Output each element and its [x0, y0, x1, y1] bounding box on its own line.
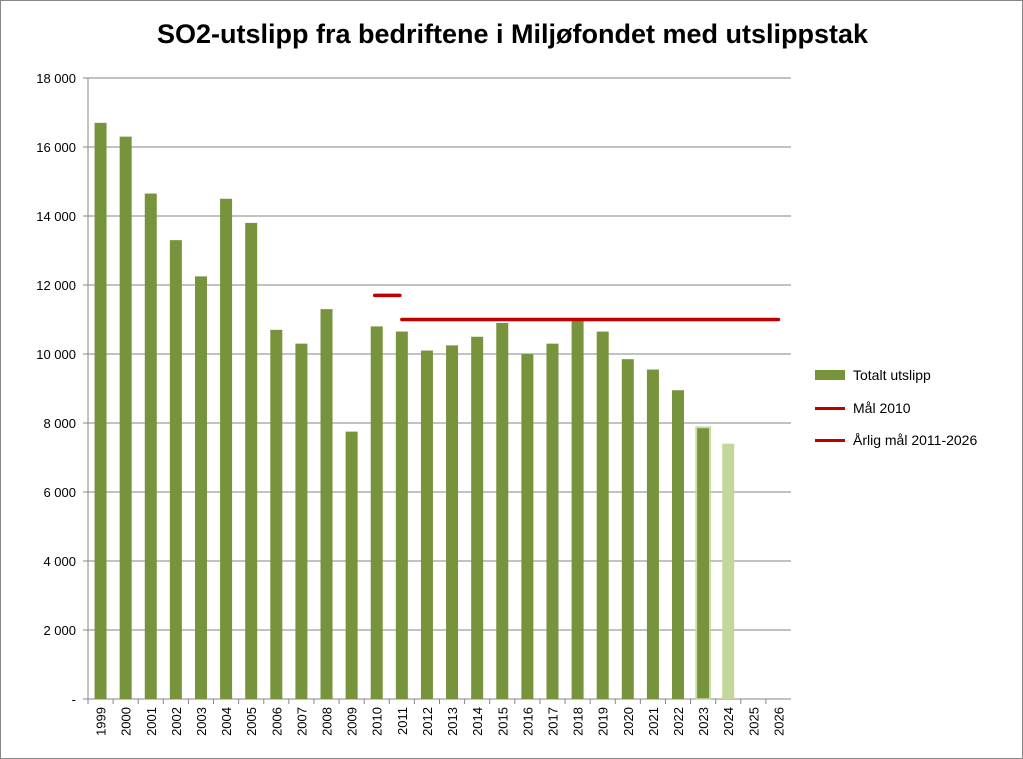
x-tick-label: 2016 [520, 707, 535, 736]
x-tick-label: 2012 [420, 707, 435, 736]
legend-label: Mål 2010 [853, 400, 911, 416]
bar-2001 [144, 193, 157, 699]
bar-2008 [320, 309, 333, 699]
legend-label: Totalt utslipp [853, 367, 931, 383]
bar-2005 [245, 222, 258, 699]
x-tick-label: 2025 [746, 707, 761, 736]
x-tick-label: 2024 [721, 707, 736, 736]
x-tick-label: 2009 [345, 707, 360, 736]
bar-2010 [370, 326, 383, 699]
x-tick-label: 2002 [169, 707, 184, 736]
x-tick-label: 2006 [269, 707, 284, 736]
bar-2021 [646, 369, 659, 699]
x-tick-label: 2017 [545, 707, 560, 736]
x-tick-label: 2020 [621, 707, 636, 736]
bar-2015 [496, 322, 509, 699]
bar-2006 [270, 329, 283, 699]
bar-2016 [521, 354, 534, 699]
bar-2014 [471, 336, 484, 699]
x-tick-label: 2001 [144, 707, 159, 736]
legend-swatch-bar [815, 370, 845, 380]
bar-2009 [345, 431, 358, 699]
x-tick-label: 2019 [596, 707, 611, 736]
legend-item-totalt: Totalt utslipp [815, 367, 931, 383]
bar-2004 [220, 198, 233, 699]
x-tick-label: 2026 [771, 707, 786, 736]
x-tick-label: 2008 [320, 707, 335, 736]
bar-2020 [621, 359, 634, 699]
x-tick-label: 1999 [94, 707, 109, 736]
bar-2000 [119, 136, 132, 699]
y-tick-label: 8 000 [43, 416, 76, 431]
bar-2022 [672, 390, 685, 699]
legend-swatch-line [815, 438, 845, 442]
y-tick-label: 4 000 [43, 554, 76, 569]
bar-2018 [571, 319, 584, 699]
legend-item-mal2010: Mål 2010 [815, 400, 911, 416]
x-tick-label: 2022 [671, 707, 686, 736]
bar-2019 [596, 331, 609, 699]
bar-2017 [546, 343, 559, 699]
x-tick-label: 2010 [370, 707, 385, 736]
bar-2007 [295, 343, 308, 699]
x-tick-label: 2018 [571, 707, 586, 736]
x-tick-label: 2000 [119, 707, 134, 736]
bar-2023 [697, 428, 710, 699]
x-tick-label: 2023 [696, 707, 711, 736]
bar-2011 [395, 331, 408, 699]
y-tick-label: 16 000 [36, 140, 76, 155]
bar-2012 [420, 350, 433, 699]
y-tick-label: 18 000 [36, 71, 76, 86]
bar-1999 [94, 122, 107, 700]
x-tick-label: 2013 [445, 707, 460, 736]
bar-2013 [446, 345, 459, 699]
bar-2024 [722, 443, 735, 699]
x-tick-label: 2005 [244, 707, 259, 736]
bar-2002 [169, 240, 182, 699]
bar-2023-outline [695, 426, 711, 700]
x-tick-label: 2011 [395, 707, 410, 735]
y-tick-label: 2 000 [43, 623, 76, 638]
chart-title: SO2-utslipp fra bedriftene i Miljøfondet… [156, 19, 869, 49]
x-tick-label: 2014 [470, 707, 485, 736]
bar-2003 [194, 276, 207, 699]
legend-label: Årlig mål 2011-2026 [853, 432, 978, 448]
y-tick-label: 12 000 [36, 278, 76, 293]
legend-item-arlig: Årlig mål 2011-2026 [815, 432, 977, 448]
legend-swatch-line [815, 406, 845, 410]
y-tick-label: 10 000 [36, 347, 76, 362]
x-tick-label: 2015 [495, 707, 510, 736]
y-tick-label: 14 000 [36, 209, 76, 224]
y-tick-label: - [72, 692, 76, 707]
y-tick-label: 6 000 [43, 485, 76, 500]
x-tick-label: 2021 [646, 707, 661, 736]
x-tick-label: 2007 [294, 707, 309, 736]
x-tick-label: 2004 [219, 707, 234, 736]
x-tick-label: 2003 [194, 707, 209, 736]
